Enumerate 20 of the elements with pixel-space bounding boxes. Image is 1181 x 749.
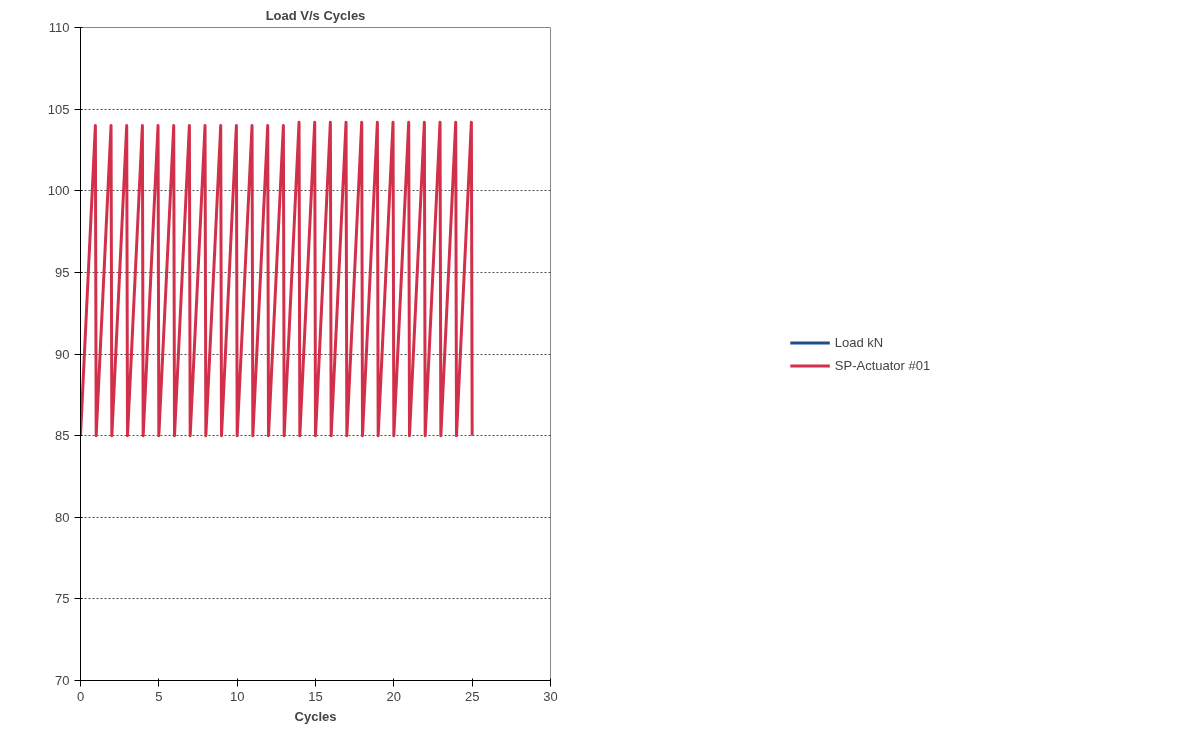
legend-label: SP-Actuator #01 xyxy=(834,357,931,373)
y-tick-label: 90 xyxy=(55,346,70,362)
y-tick-label: 75 xyxy=(55,591,70,607)
x-tick-label: 30 xyxy=(543,688,558,704)
x-tick-label: 0 xyxy=(76,688,85,704)
y-tick-label: 95 xyxy=(55,264,70,280)
chart-title: Load V/s Cycles xyxy=(265,7,366,23)
y-tick-label: 100 xyxy=(47,183,70,199)
x-axis-title: Cycles xyxy=(294,708,337,724)
y-tick-label: 110 xyxy=(48,20,70,35)
y-tick-label: 85 xyxy=(55,428,70,444)
x-tick-label: 10 xyxy=(229,688,245,704)
y-tick-label: 80 xyxy=(55,509,70,525)
x-tick-label: 20 xyxy=(386,688,402,704)
y-tick-label: 105 xyxy=(47,101,70,117)
x-tick-label: 15 xyxy=(308,688,323,704)
x-tick-label: 25 xyxy=(464,688,480,704)
y-tick-label: 70 xyxy=(55,673,70,688)
x-tick-label: 5 xyxy=(155,688,163,704)
legend-label: Load kN xyxy=(834,334,884,350)
